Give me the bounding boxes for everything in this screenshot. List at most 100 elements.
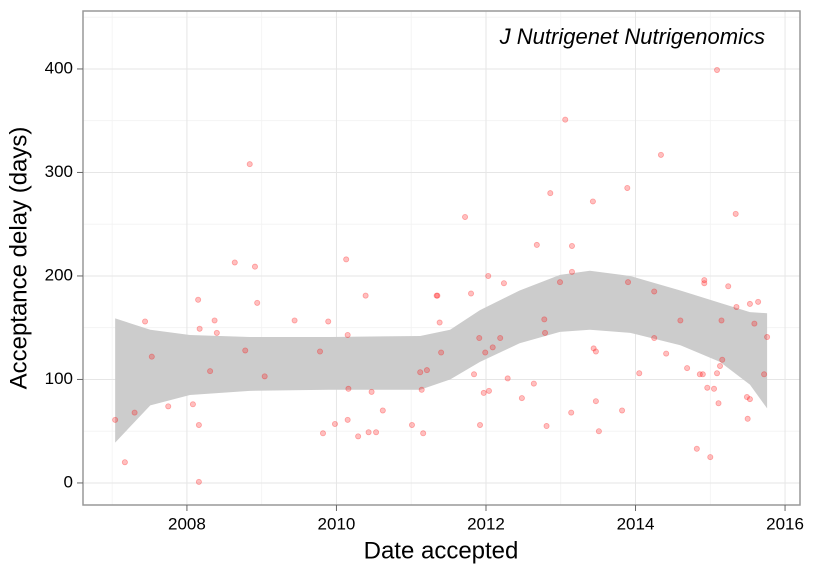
point [699,371,706,378]
point [408,421,415,428]
x-tick-label: 2014 [617,514,655,533]
point [619,407,626,414]
y-tick-label: 0 [64,472,73,491]
panel-border [82,10,801,506]
point [746,396,753,403]
point [196,325,203,332]
point [704,384,711,391]
point [732,210,739,217]
point [657,151,664,158]
point [497,335,504,342]
point [751,320,758,327]
point [651,335,658,342]
x-tick-label: 2010 [318,514,356,533]
panel [83,11,800,505]
point [592,348,599,355]
marks [112,66,771,485]
point [707,454,714,461]
point [504,375,511,382]
point [725,283,732,290]
point [568,268,575,275]
point [242,347,249,354]
point [489,344,496,351]
point [715,400,722,407]
point [112,416,119,423]
point [325,318,332,325]
y-axis-title: Acceptance delay (days) [5,127,32,390]
x-tick-label: 2016 [766,514,804,533]
point [471,371,478,378]
point [717,363,724,370]
point [755,298,762,305]
point [589,198,596,205]
point [636,370,643,377]
point [379,407,386,414]
point [343,256,350,263]
point [344,416,351,423]
point [434,292,441,299]
point [714,66,721,73]
point [568,409,575,416]
point [500,280,507,287]
point [251,263,258,270]
point [557,279,564,286]
point [743,394,750,401]
point [543,423,550,430]
point [365,429,372,436]
point [438,349,445,356]
y-tick-label: 400 [45,58,73,77]
point [477,421,484,428]
point [482,349,489,356]
point [423,367,430,374]
point [131,409,138,416]
y-tick-label: 100 [45,369,73,388]
x-axis-title: Date accepted [364,537,519,564]
point [331,420,338,427]
point [746,300,753,307]
confidence-band [115,270,768,443]
point [719,356,726,363]
point [246,161,253,168]
point [231,259,238,266]
point [195,478,202,485]
point [562,116,569,123]
point [362,292,369,299]
point [433,292,440,299]
point [213,329,220,336]
point [590,345,597,352]
point [254,299,261,306]
point [261,373,268,380]
point [625,279,632,286]
point [701,277,708,284]
point [355,433,362,440]
point [714,370,721,377]
point [684,365,691,372]
point [541,316,548,323]
point [480,389,487,396]
point [485,272,492,279]
grid [83,11,800,505]
point [485,387,492,394]
point [761,371,768,378]
point [468,290,475,297]
point [718,317,725,324]
point [693,445,700,452]
point [373,429,380,436]
point [568,242,575,249]
point [764,334,771,341]
point [142,318,149,325]
point [711,385,718,392]
y-tick-label: 300 [45,162,73,181]
point [733,304,740,311]
point [317,348,324,355]
x-tick-label: 2008 [168,514,206,533]
point [417,369,424,376]
annotation: J Nutrigenet Nutrigenomics [499,24,765,49]
point [624,184,631,191]
point [420,430,427,437]
point [542,329,549,336]
point [696,371,703,378]
point [533,241,540,248]
point [462,213,469,220]
